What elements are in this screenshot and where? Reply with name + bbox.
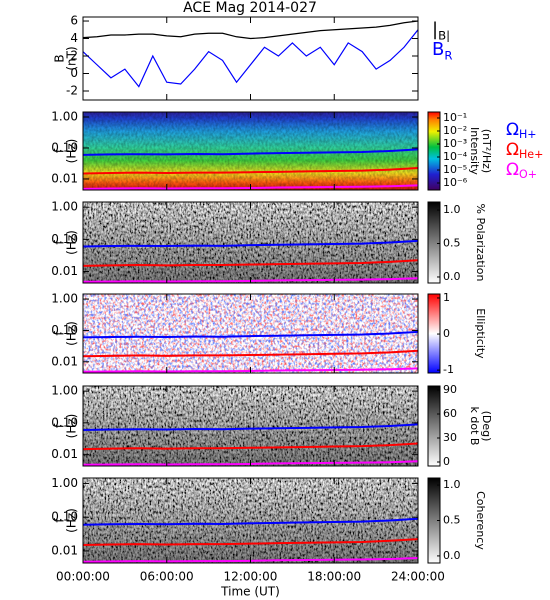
plot-area	[83, 478, 418, 563]
colorbar	[427, 111, 441, 191]
colorbar	[427, 293, 441, 374]
colorbar-tick-label: 10⁻¹	[443, 111, 467, 124]
y-tick-label: 6	[70, 14, 78, 28]
spectrogram-texture	[83, 478, 418, 563]
y-tick-label: 0.01	[51, 543, 78, 557]
colorbar-label: (nT²/Hz)	[480, 129, 493, 173]
series-line	[83, 167, 418, 175]
colorbar-label: Ellipticity	[474, 308, 487, 359]
colorbar-label: (Deg)	[480, 411, 493, 442]
y-tick-label: 0.01	[51, 354, 78, 368]
series-line	[83, 538, 418, 547]
colorbar-tick-label: 0.0	[443, 270, 461, 283]
y-tick-label: 0.10	[51, 510, 78, 524]
colorbar-tick-label: 1.0	[443, 203, 461, 216]
x-axis-title: Time (UT)	[220, 585, 280, 599]
colorbar-tick-label: 0.5	[443, 514, 461, 527]
y-tick-label: 0	[70, 66, 78, 80]
x-tick-label: 00:00:00	[56, 570, 110, 584]
y-tick-label: 1.00	[51, 476, 78, 490]
series-line	[83, 29, 418, 88]
colorbar-tick-label: -1	[443, 363, 454, 376]
series-line	[83, 239, 418, 248]
colorbar-tick-label: 0	[443, 327, 450, 340]
y-axis-title: B	[53, 54, 67, 62]
y-axis-title: f	[53, 423, 67, 428]
series-line	[83, 517, 418, 526]
colorbar-label: % Polarization	[474, 204, 487, 282]
x-tick-label: 24:00:00	[391, 570, 445, 584]
colorbar	[427, 201, 441, 284]
y-tick-label: 0.01	[51, 171, 78, 185]
legend-label: ΩH+	[506, 120, 537, 141]
y-axis-title: (Hz)	[65, 414, 79, 439]
colorbar-tick-label: 0	[443, 455, 450, 468]
series-line	[83, 259, 418, 267]
y-tick-label: 0.10	[51, 323, 78, 337]
colorbar-tick-label: 10⁻⁴	[443, 150, 468, 163]
series-line	[83, 20, 418, 40]
series-line	[83, 442, 418, 451]
series-line	[83, 148, 418, 156]
y-tick-label: 1.00	[51, 384, 78, 398]
series-line	[83, 423, 418, 431]
series-line	[83, 349, 418, 358]
x-tick-label: 18:00:00	[307, 570, 361, 584]
y-axis-title: (Hz)	[65, 139, 79, 164]
colorbar-tick-label: 10⁻⁶	[443, 176, 468, 189]
plot-area	[83, 386, 418, 466]
colorbar-tick-label: 30	[443, 431, 457, 444]
y-axis-title: f	[53, 518, 67, 523]
colorbar-tick-label: 90	[443, 383, 457, 396]
spectrogram-texture	[83, 294, 418, 373]
y-tick-label: 1.00	[51, 292, 78, 306]
plot-area	[83, 294, 418, 373]
y-tick-label: 0.01	[51, 447, 78, 461]
y-tick-label: 4	[70, 31, 78, 45]
series-line	[83, 330, 418, 339]
colorbar-tick-label: 0.5	[443, 237, 461, 250]
legend-label: ΩO+	[506, 160, 537, 181]
y-tick-label: 0.01	[51, 264, 78, 278]
colorbar	[427, 385, 441, 467]
colorbar-label: k dot B	[468, 407, 481, 446]
y-tick-label: 1.00	[51, 200, 78, 214]
colorbar-tick-label: 60	[443, 407, 457, 420]
y-tick-label: 1.00	[51, 109, 78, 123]
colorbar-tick-label: 1	[443, 291, 450, 304]
colorbar-tick-label: 10⁻³	[443, 137, 467, 150]
legend-label: ΩHe+	[506, 140, 543, 161]
y-tick-label: 0.10	[51, 415, 78, 429]
y-axis-title: (Hz)	[65, 230, 79, 255]
chart-title: ACE Mag 2014-027	[183, 0, 317, 16]
y-tick-label: 0.10	[51, 232, 78, 246]
x-tick-label: 12:00:00	[224, 570, 278, 584]
y-axis-title: (Hz)	[65, 508, 79, 533]
spectrogram-texture	[83, 112, 418, 190]
y-axis-title: f	[53, 240, 67, 245]
plot-area	[83, 20, 418, 88]
spectrogram-texture	[83, 386, 418, 466]
colorbar-tick-label: 1.0	[443, 478, 461, 491]
spectrogram-texture	[83, 202, 418, 283]
y-tick-label: 2	[70, 49, 78, 63]
colorbar-label: Coherency	[474, 491, 487, 550]
colorbar-tick-label: 10⁻⁵	[443, 163, 467, 176]
y-axis-title: (nT)	[65, 46, 79, 70]
x-tick-label: 06:00:00	[140, 570, 194, 584]
y-axis-title: f	[53, 148, 67, 153]
y-axis-title: (Hz)	[65, 321, 79, 346]
y-axis-title: f	[53, 331, 67, 336]
legend-label: |B|	[432, 19, 450, 42]
legend-label: BR	[432, 39, 452, 62]
plot-area	[83, 202, 418, 283]
colorbar-tick-label: 0.0	[443, 549, 461, 562]
plot-area	[83, 112, 418, 190]
colorbar-tick-label: 10⁻²	[443, 124, 467, 137]
y-tick-label: 0.10	[51, 140, 78, 154]
y-tick-label: -2	[66, 83, 78, 97]
colorbar-label: Intensity	[468, 127, 481, 175]
